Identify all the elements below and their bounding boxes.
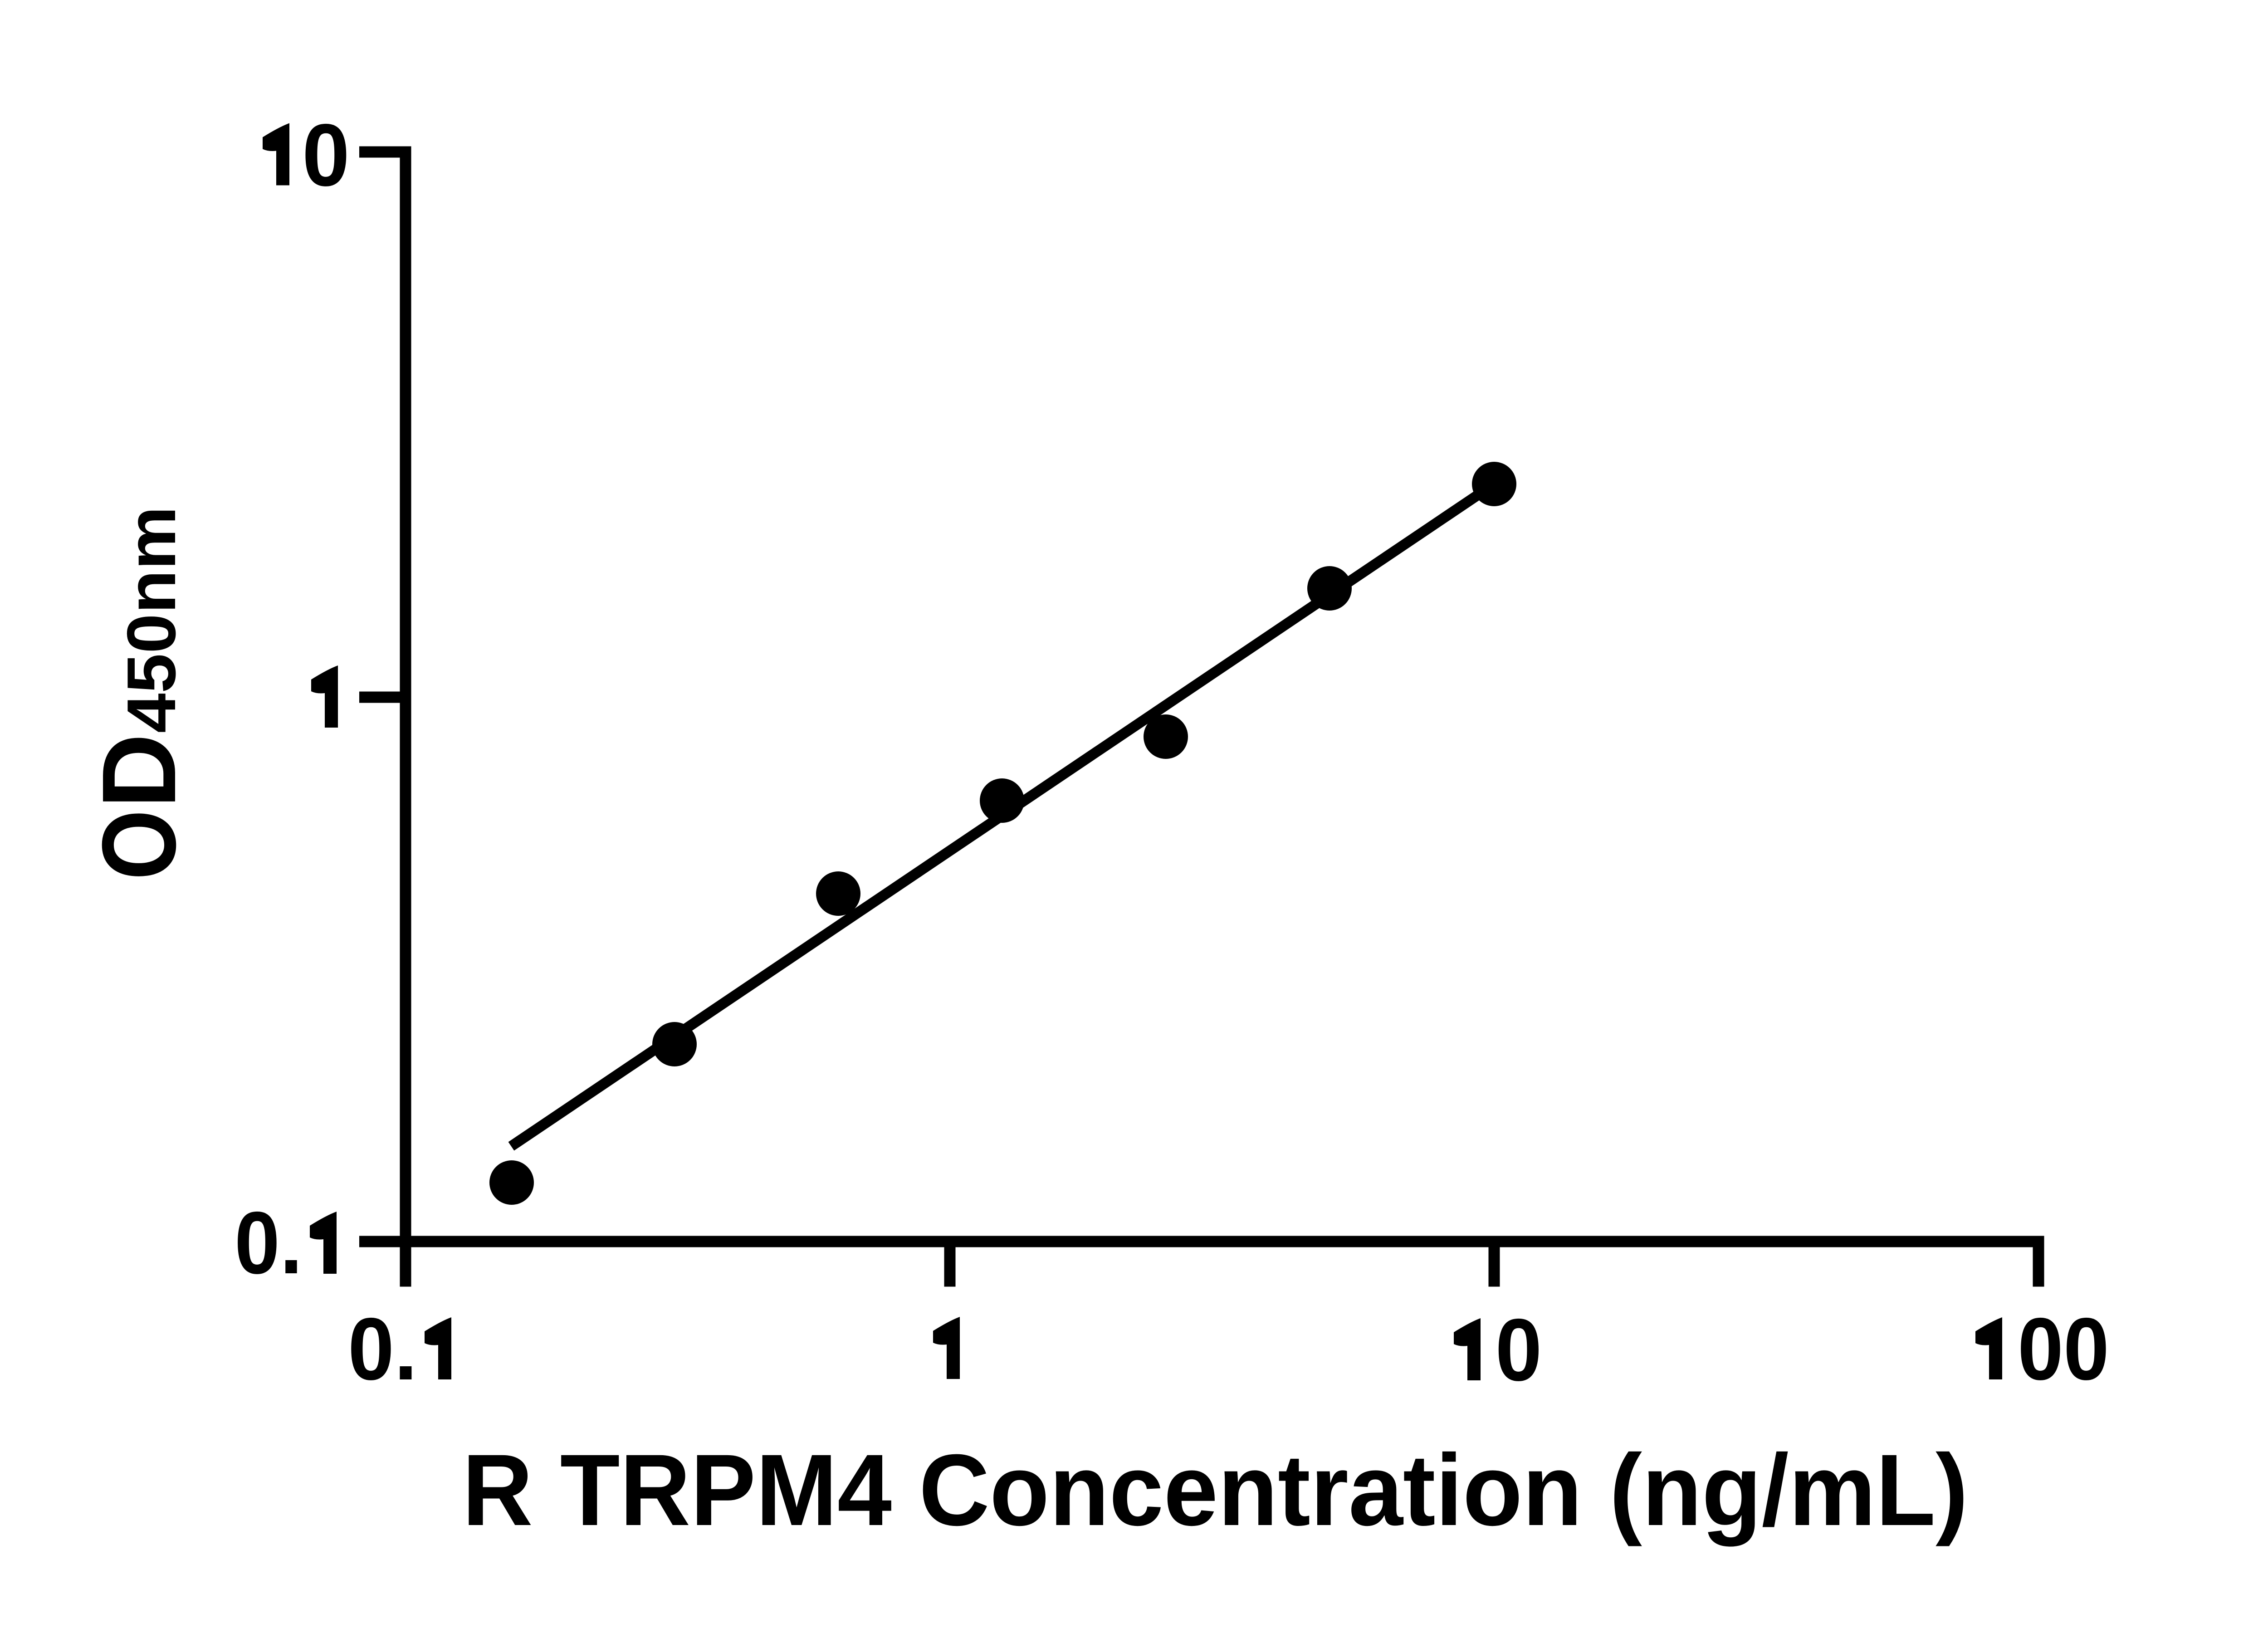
- svg-text:0: 0: [1496, 1301, 1542, 1399]
- svg-text:0.: 0.: [348, 1300, 417, 1398]
- svg-text:0: 0: [302, 106, 350, 205]
- svg-text:00: 00: [2018, 1300, 2109, 1398]
- svg-text:0.: 0.: [235, 1193, 303, 1292]
- svg-text:R TRPM4 Concentration (ng/mL): R TRPM4 Concentration (ng/mL): [462, 1433, 1968, 1547]
- svg-text:450nm: 450nm: [113, 506, 190, 733]
- svg-text:O: O: [80, 810, 197, 880]
- svg-text:D: D: [80, 733, 197, 808]
